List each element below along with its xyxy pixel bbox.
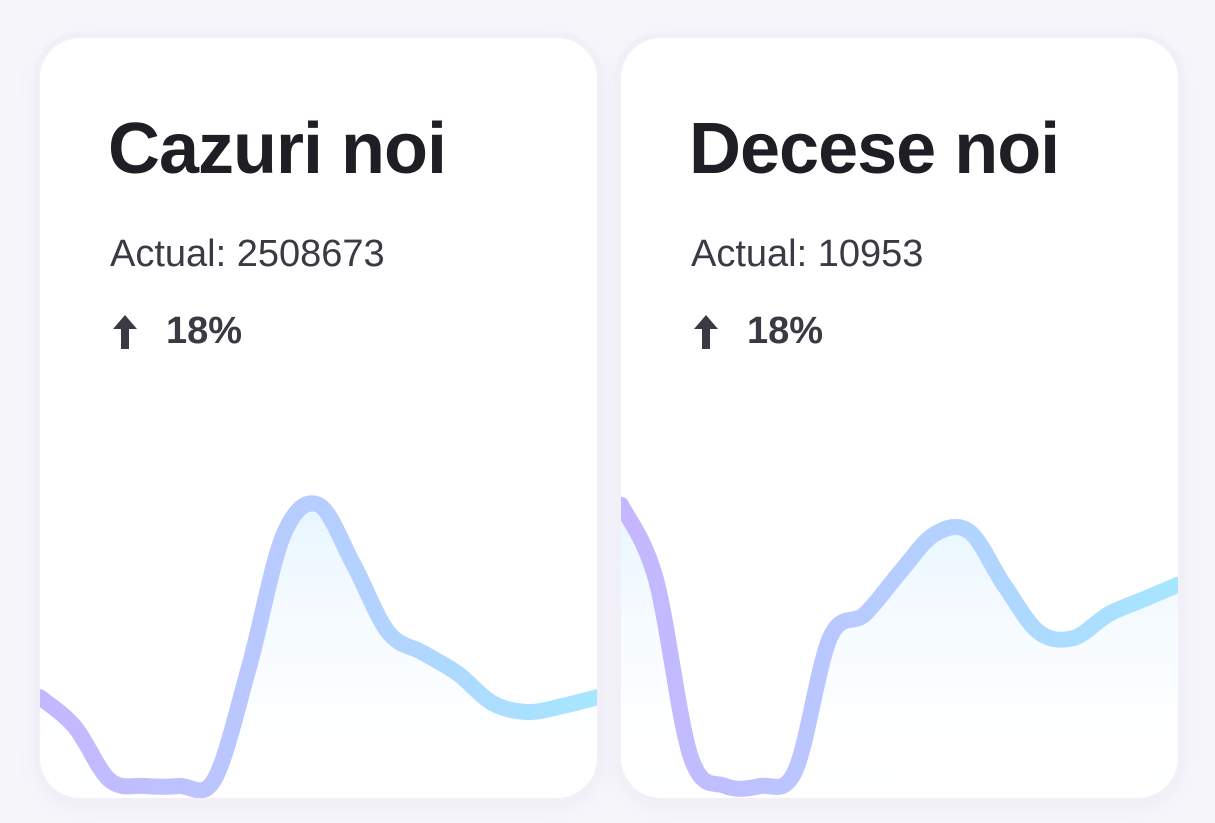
sparkline-chart (40, 495, 597, 798)
sparkline-area (40, 503, 597, 798)
card-title: Cazuri noi (108, 109, 447, 189)
card-current-value: Actual: 2508673 (110, 233, 385, 275)
card-current-value: Actual: 10953 (691, 233, 924, 275)
trend-indicator: 18% (110, 310, 242, 353)
trend-percentage: 18% (166, 310, 243, 352)
sparkline-line (621, 496, 1178, 797)
trend-percentage: 18% (747, 310, 824, 352)
card-title: Decese noi (689, 109, 1060, 189)
sparkline-line (40, 495, 597, 798)
cards-container: Cazuri noi Actual: 2508673 18% Decese no… (40, 38, 1178, 798)
trend-indicator: 18% (691, 310, 823, 353)
arrow-up-icon (113, 314, 137, 349)
new-deaths-card[interactable]: Decese noi Actual: 10953 18% (621, 38, 1178, 798)
arrow-up-icon (694, 314, 718, 349)
sparkline-area (621, 504, 1178, 798)
sparkline-chart (621, 496, 1178, 798)
new-cases-card[interactable]: Cazuri noi Actual: 2508673 18% (40, 38, 597, 798)
